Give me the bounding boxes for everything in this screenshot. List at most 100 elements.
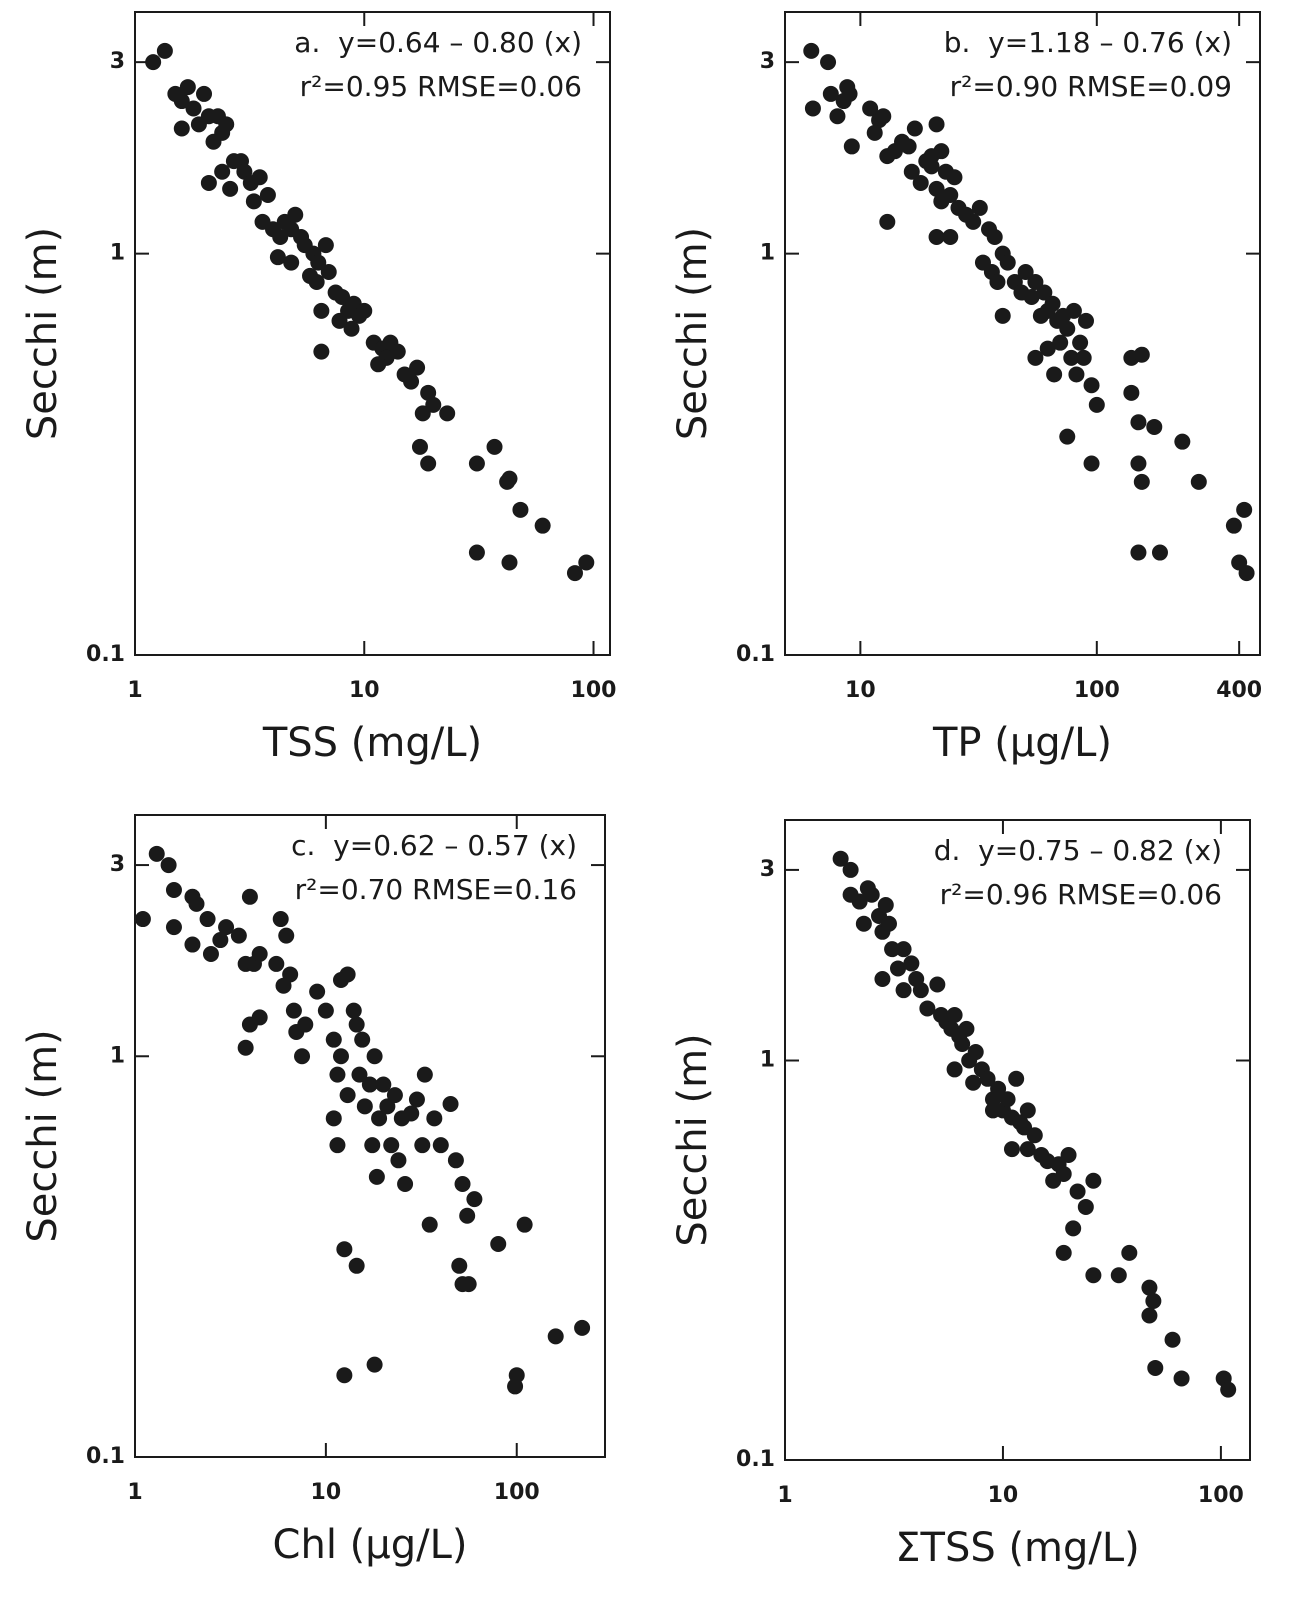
point <box>1146 418 1163 435</box>
y-axis-label: Secchi (m) <box>670 227 716 440</box>
point <box>863 886 880 903</box>
y-tick-label: 0.1 <box>736 1447 775 1472</box>
point <box>979 1070 996 1087</box>
point <box>332 1048 349 1065</box>
y-tick-label: 3 <box>760 49 775 74</box>
point <box>1060 1147 1077 1164</box>
y-tick-label: 1 <box>110 1043 125 1068</box>
point <box>165 919 182 936</box>
point <box>1032 307 1049 324</box>
y-tick-label: 0.1 <box>736 642 775 667</box>
point <box>1085 1267 1102 1284</box>
point <box>356 1098 373 1115</box>
point <box>1130 414 1147 431</box>
point <box>451 1257 468 1274</box>
point <box>173 93 190 110</box>
point <box>202 945 219 962</box>
point <box>320 264 337 281</box>
point <box>822 85 839 102</box>
point <box>1110 1267 1127 1284</box>
point <box>339 966 356 983</box>
x-tick-label: 100 <box>1198 1483 1244 1508</box>
point <box>272 911 289 928</box>
point <box>200 174 217 191</box>
point <box>1044 295 1061 312</box>
point <box>942 186 959 203</box>
point <box>906 120 923 137</box>
point <box>325 1110 342 1127</box>
y-tick-label: 3 <box>110 49 125 74</box>
x-tick-label: 100 <box>1074 678 1120 703</box>
point <box>903 955 920 972</box>
point <box>1141 1307 1158 1324</box>
point <box>420 384 437 401</box>
point <box>336 1367 353 1384</box>
point <box>965 213 982 230</box>
y-axis-label: Secchi (m) <box>20 1029 66 1242</box>
y-tick-label: 0.1 <box>86 642 125 667</box>
point <box>877 897 894 914</box>
annotation: r²=0.70 RMSE=0.16 <box>295 873 577 906</box>
point <box>829 108 846 125</box>
point <box>308 273 325 290</box>
point <box>862 100 879 117</box>
point <box>454 1176 471 1193</box>
point <box>574 1319 591 1336</box>
point <box>1164 1331 1181 1348</box>
point <box>283 254 300 271</box>
point <box>501 554 518 571</box>
point <box>895 982 912 999</box>
point <box>1147 1359 1164 1376</box>
point <box>842 861 859 878</box>
annotation: r²=0.95 RMSE=0.06 <box>300 70 582 103</box>
point <box>900 138 917 155</box>
point <box>241 888 258 905</box>
x-tick-label: 1 <box>777 1483 792 1508</box>
point <box>1045 1172 1062 1189</box>
point <box>313 302 330 319</box>
point <box>1130 455 1147 472</box>
annotation: r²=0.96 RMSE=0.06 <box>940 878 1222 911</box>
point <box>160 857 177 874</box>
point <box>397 1176 414 1193</box>
point <box>134 911 151 928</box>
point <box>843 138 860 155</box>
plot-frame <box>134 814 606 1458</box>
point <box>534 517 551 534</box>
y-tick-label: 1 <box>760 241 775 266</box>
point <box>222 180 239 197</box>
y-tick-label: 3 <box>760 857 775 882</box>
point <box>1055 1244 1072 1261</box>
point <box>903 163 920 180</box>
point <box>348 1257 365 1274</box>
point <box>486 438 503 455</box>
point <box>317 237 334 254</box>
annotation: d. y=0.75 – 0.82 (x) <box>934 834 1222 867</box>
point <box>282 966 299 983</box>
point <box>420 455 437 472</box>
point <box>230 927 247 944</box>
point <box>145 54 162 71</box>
point <box>389 343 406 360</box>
point <box>1077 312 1094 329</box>
point <box>999 254 1016 271</box>
point <box>965 1074 982 1091</box>
point <box>895 941 912 958</box>
x-tick-label: 10 <box>845 678 876 703</box>
point <box>285 1002 302 1019</box>
point <box>1027 349 1044 366</box>
point <box>196 85 213 102</box>
point <box>218 919 235 936</box>
point <box>1059 320 1076 337</box>
point <box>294 1048 311 1065</box>
point <box>851 893 868 910</box>
point <box>409 359 426 376</box>
x-tick-label: 1 <box>127 1480 142 1505</box>
point <box>468 544 485 561</box>
y-axis-label: Secchi (m) <box>670 1033 716 1246</box>
point <box>368 1168 385 1185</box>
point <box>403 373 420 390</box>
point <box>890 960 907 977</box>
point <box>1083 377 1100 394</box>
